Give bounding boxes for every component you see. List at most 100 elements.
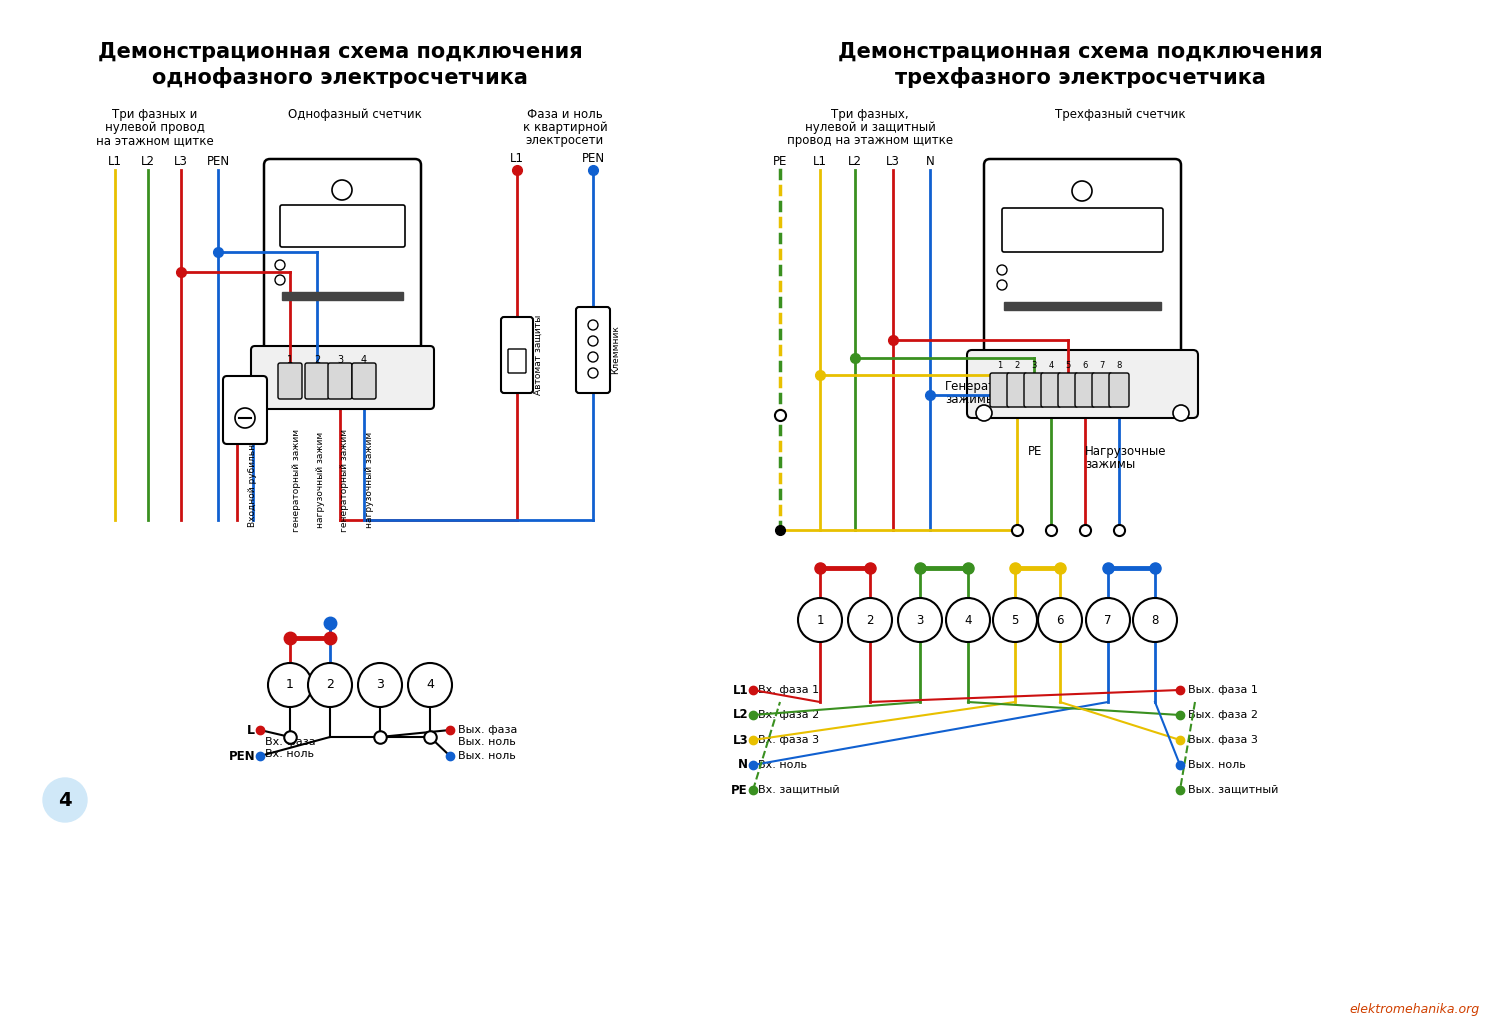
FancyBboxPatch shape (576, 307, 610, 393)
Text: Вх. защитный: Вх. защитный (758, 785, 840, 795)
Circle shape (998, 265, 1006, 275)
Text: L1: L1 (108, 155, 122, 168)
Text: 2: 2 (314, 355, 320, 364)
FancyBboxPatch shape (224, 376, 267, 444)
Circle shape (44, 778, 87, 822)
Circle shape (798, 598, 842, 642)
Text: L2: L2 (141, 155, 154, 168)
Text: 1: 1 (286, 355, 292, 364)
Text: PE: PE (1028, 445, 1042, 458)
Text: на этажном щитке: на этажном щитке (96, 134, 214, 147)
Text: Демонстрационная схема подключения: Демонстрационная схема подключения (98, 42, 582, 62)
Text: Однофазный счетчик: Однофазный счетчик (288, 108, 422, 121)
FancyBboxPatch shape (251, 346, 434, 409)
Circle shape (274, 275, 285, 285)
Text: Вых. фаза 2: Вых. фаза 2 (1188, 710, 1258, 720)
Bar (1004, 302, 1161, 310)
Text: L1: L1 (510, 152, 524, 165)
Text: нагрузочный зажим: нагрузочный зажим (364, 432, 374, 528)
FancyBboxPatch shape (990, 373, 1010, 407)
Circle shape (946, 598, 990, 642)
Text: Нагрузочные: Нагрузочные (1084, 445, 1167, 458)
Text: PE: PE (772, 155, 788, 168)
Text: Клеммник: Клеммник (610, 326, 620, 375)
Circle shape (1072, 181, 1092, 201)
Text: Вых. защитный: Вых. защитный (1188, 785, 1278, 795)
Text: 4: 4 (362, 355, 368, 364)
Text: Вых. ноль: Вых. ноль (458, 751, 516, 761)
Text: генераторный зажим: генераторный зажим (340, 429, 350, 532)
Text: Вх. фаза: Вх. фаза (266, 737, 315, 747)
Text: генераторный зажим: генераторный зажим (292, 429, 302, 532)
Text: Входной рубильник: Входной рубильник (248, 433, 256, 527)
Circle shape (1038, 598, 1082, 642)
Text: зажимы: зажимы (945, 393, 996, 406)
Text: 8: 8 (1152, 614, 1158, 627)
Text: L3: L3 (174, 155, 188, 168)
Text: Три фазных,: Три фазных, (831, 108, 909, 121)
FancyBboxPatch shape (1024, 373, 1044, 407)
Text: 4: 4 (58, 790, 72, 810)
FancyBboxPatch shape (264, 159, 422, 356)
Circle shape (332, 180, 352, 200)
Text: Вх. ноль: Вх. ноль (758, 760, 807, 770)
Text: зажимы: зажимы (1084, 458, 1136, 471)
Circle shape (274, 260, 285, 270)
Text: Вх. фаза 3: Вх. фаза 3 (758, 735, 819, 745)
Text: 5: 5 (1011, 614, 1019, 627)
Text: L2: L2 (732, 709, 748, 722)
Text: однофазного электросчетчика: однофазного электросчетчика (152, 67, 528, 89)
FancyBboxPatch shape (1058, 373, 1078, 407)
FancyBboxPatch shape (278, 363, 302, 399)
Text: 2: 2 (1014, 360, 1020, 370)
Text: 6: 6 (1083, 360, 1088, 370)
FancyBboxPatch shape (1002, 208, 1162, 252)
Text: трехфазного электросчетчика: трехфазного электросчетчика (894, 67, 1266, 89)
Text: 1: 1 (286, 679, 294, 691)
Text: Генераторные: Генераторные (945, 380, 1035, 393)
Circle shape (236, 408, 255, 428)
FancyBboxPatch shape (352, 363, 376, 399)
Text: Вых. ноль: Вых. ноль (458, 737, 516, 747)
Text: провод на этажном щитке: провод на этажном щитке (788, 134, 952, 147)
FancyBboxPatch shape (1092, 373, 1112, 407)
Text: L1: L1 (813, 155, 826, 168)
Text: к квартирной: к квартирной (522, 121, 608, 134)
FancyBboxPatch shape (1041, 373, 1060, 407)
Text: 8: 8 (1116, 360, 1122, 370)
Text: 3: 3 (376, 679, 384, 691)
Text: L2: L2 (847, 155, 862, 168)
Circle shape (358, 663, 402, 707)
Text: 7: 7 (1100, 360, 1104, 370)
Text: PEN: PEN (582, 152, 604, 165)
Text: 5: 5 (1065, 360, 1071, 370)
Circle shape (1173, 405, 1190, 421)
Text: 4: 4 (1048, 360, 1053, 370)
Text: L1: L1 (732, 683, 748, 696)
Circle shape (588, 352, 598, 362)
Circle shape (976, 405, 992, 421)
Text: elektromehanika.org: elektromehanika.org (1350, 1004, 1480, 1017)
FancyBboxPatch shape (304, 363, 328, 399)
FancyBboxPatch shape (1108, 373, 1130, 407)
FancyBboxPatch shape (501, 317, 532, 393)
Circle shape (308, 663, 352, 707)
Text: Вх. фаза 1: Вх. фаза 1 (758, 685, 819, 695)
Text: Вых. фаза: Вых. фаза (458, 725, 518, 735)
Text: Вх. фаза 2: Вх. фаза 2 (758, 710, 819, 720)
Circle shape (588, 336, 598, 346)
Bar (282, 292, 404, 300)
Text: 3: 3 (338, 355, 344, 364)
Text: 7: 7 (1104, 614, 1112, 627)
Circle shape (993, 598, 1036, 642)
Text: Демонстрационная схема подключения: Демонстрационная схема подключения (837, 42, 1323, 62)
Text: нулевой провод: нулевой провод (105, 121, 206, 134)
FancyBboxPatch shape (509, 349, 526, 373)
Circle shape (588, 368, 598, 378)
FancyBboxPatch shape (328, 363, 352, 399)
Text: L3: L3 (886, 155, 900, 168)
Text: Фаза и ноль: Фаза и ноль (526, 108, 603, 121)
FancyBboxPatch shape (984, 159, 1180, 361)
Circle shape (408, 663, 452, 707)
Text: Автомат защиты: Автомат защиты (534, 314, 543, 395)
